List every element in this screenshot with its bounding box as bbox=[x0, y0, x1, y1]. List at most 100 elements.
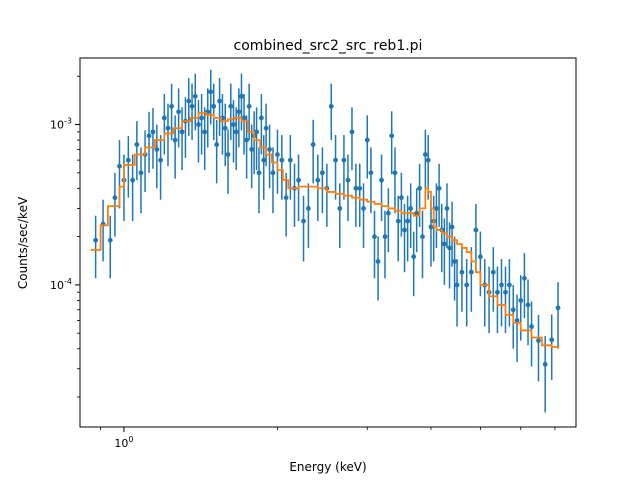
data-point bbox=[241, 94, 247, 155]
x-axis-label: Energy (keV) bbox=[289, 460, 366, 474]
data-point bbox=[459, 247, 465, 312]
data-marker bbox=[490, 269, 496, 275]
data-marker bbox=[379, 177, 384, 183]
data-marker bbox=[402, 227, 407, 233]
data-marker bbox=[510, 307, 516, 313]
data-marker bbox=[112, 195, 118, 201]
data-marker bbox=[107, 237, 113, 243]
data-point bbox=[270, 147, 276, 214]
data-marker bbox=[341, 157, 347, 163]
data-marker bbox=[499, 282, 504, 288]
data-marker bbox=[522, 275, 527, 281]
data-marker bbox=[420, 234, 425, 240]
data-marker bbox=[246, 103, 252, 109]
data-marker bbox=[186, 98, 192, 104]
data-point bbox=[536, 314, 541, 382]
data-marker bbox=[525, 302, 531, 308]
data-marker bbox=[436, 185, 442, 191]
data-point bbox=[395, 195, 401, 262]
data-marker bbox=[375, 259, 381, 264]
data-point bbox=[214, 119, 220, 184]
data-marker bbox=[301, 218, 306, 224]
data-point bbox=[349, 107, 355, 171]
data-point bbox=[525, 279, 531, 346]
data-point bbox=[261, 135, 267, 200]
data-point bbox=[441, 218, 447, 285]
data-point bbox=[319, 147, 325, 214]
data-marker bbox=[179, 129, 185, 135]
data-marker bbox=[434, 205, 439, 211]
data-point bbox=[310, 119, 316, 184]
data-marker bbox=[514, 318, 520, 323]
data-marker bbox=[422, 152, 428, 157]
data-point bbox=[196, 100, 201, 163]
data-point bbox=[225, 129, 231, 194]
data-marker bbox=[389, 133, 395, 139]
data-point bbox=[189, 83, 195, 141]
data-marker bbox=[236, 109, 242, 115]
data-point bbox=[176, 88, 182, 148]
data-point bbox=[499, 259, 504, 327]
data-point bbox=[542, 336, 548, 413]
data-marker bbox=[208, 89, 214, 95]
data-marker bbox=[233, 129, 239, 135]
data-marker bbox=[214, 142, 220, 147]
data-point bbox=[449, 201, 455, 267]
data-point bbox=[263, 103, 269, 167]
data-point bbox=[107, 215, 113, 279]
data-point bbox=[254, 107, 259, 171]
data-marker bbox=[454, 282, 460, 288]
data-marker bbox=[275, 152, 280, 157]
data-marker bbox=[411, 254, 417, 260]
data-point bbox=[211, 83, 217, 141]
data-marker bbox=[447, 245, 452, 251]
data-marker bbox=[231, 122, 236, 127]
data-marker bbox=[93, 237, 99, 243]
data-marker bbox=[222, 125, 228, 131]
data-marker bbox=[372, 234, 377, 240]
data-marker bbox=[405, 218, 411, 224]
data-marker bbox=[353, 185, 359, 191]
data-point bbox=[93, 215, 99, 279]
data-point bbox=[555, 282, 561, 349]
data-marker bbox=[452, 259, 457, 264]
data-marker bbox=[202, 129, 208, 135]
data-point bbox=[364, 115, 370, 179]
data-marker bbox=[495, 289, 500, 295]
data-point bbox=[161, 94, 167, 155]
data-marker bbox=[385, 210, 391, 216]
data-marker bbox=[287, 157, 293, 163]
data-marker bbox=[228, 103, 234, 109]
data-point bbox=[375, 236, 381, 301]
data-marker bbox=[503, 289, 508, 295]
data-marker bbox=[225, 152, 231, 157]
data-marker bbox=[270, 170, 276, 176]
data-point bbox=[405, 195, 411, 262]
data-point bbox=[420, 210, 425, 279]
data-marker bbox=[444, 205, 450, 211]
data-marker bbox=[130, 177, 136, 183]
data-point bbox=[361, 183, 366, 248]
y-axis-label: Counts/sec/keV bbox=[16, 196, 30, 289]
data-point bbox=[301, 195, 306, 262]
data-marker bbox=[211, 103, 217, 109]
data-marker bbox=[536, 338, 541, 343]
model-line bbox=[90, 112, 559, 349]
data-marker bbox=[189, 103, 195, 109]
data-point bbox=[202, 107, 208, 171]
data-marker bbox=[549, 337, 555, 343]
data-marker bbox=[138, 170, 144, 176]
data-point bbox=[434, 183, 439, 248]
data-marker bbox=[310, 142, 316, 147]
data-point bbox=[165, 103, 171, 167]
data-point bbox=[385, 188, 391, 253]
data-point bbox=[389, 111, 395, 175]
data-point bbox=[408, 183, 414, 248]
data-marker bbox=[392, 170, 398, 176]
data-marker bbox=[477, 254, 483, 260]
model-series bbox=[90, 112, 559, 349]
data-point bbox=[447, 222, 452, 289]
data-point bbox=[192, 73, 198, 131]
data-point bbox=[172, 115, 178, 179]
